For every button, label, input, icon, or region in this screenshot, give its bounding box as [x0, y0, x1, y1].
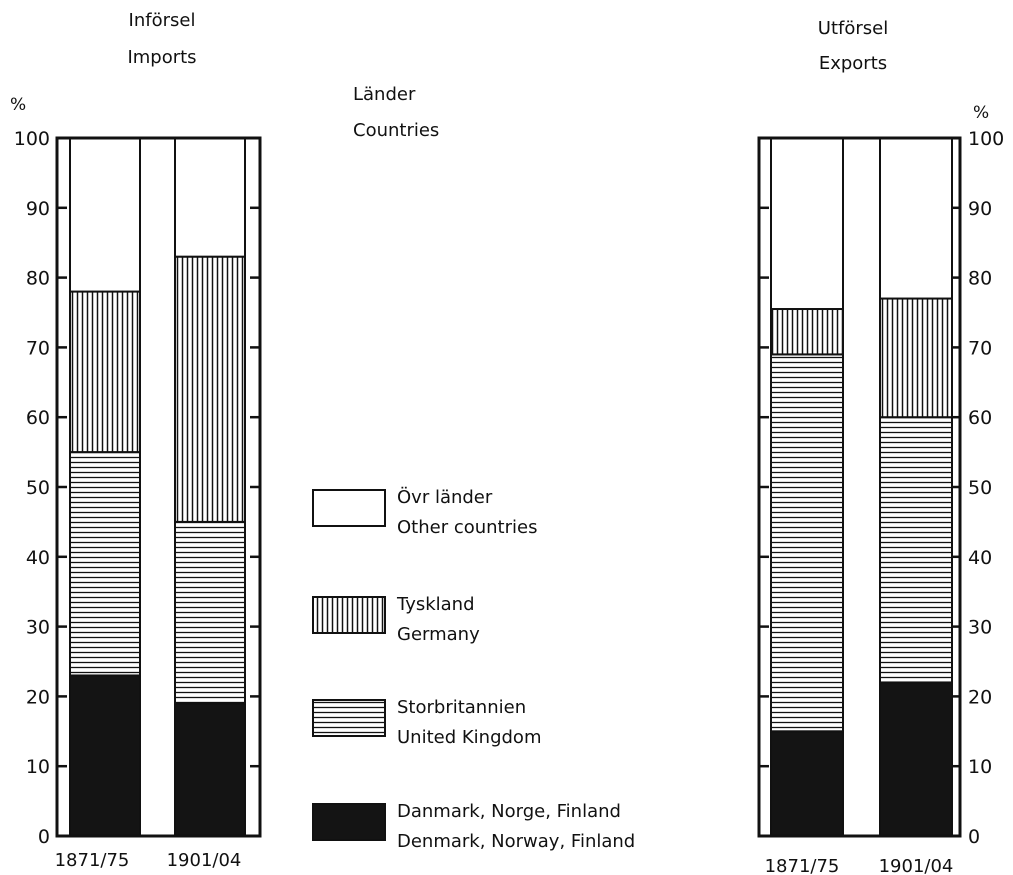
imports-category-label: 1871/75: [55, 850, 130, 871]
legend-label-germany-sv: Tyskland: [396, 594, 475, 615]
exports-bar-germany-2: [879, 297, 953, 419]
imports-title: Införsel: [129, 10, 196, 31]
imports-bar-germany-2: [174, 255, 246, 523]
exports-frame: [757, 136, 962, 838]
exports-y-ticks: 0 10 20 30 40 50 60 70 80 90 100: [759, 128, 1004, 848]
imports-y-ticks: 0 10 20 30 40 50 60 70 80 90 100: [14, 128, 260, 848]
imports-category-labels: 1871/75 1901/04: [55, 850, 242, 871]
imports-frame: [55, 136, 262, 838]
imports-bar-nordic-2: [174, 702, 246, 837]
exports-tick-label: 10: [968, 756, 992, 778]
imports-bar-germany-1: [69, 290, 141, 454]
imports-bar-uk-1: [69, 451, 141, 677]
legend-label-nordic-sv: Danmark, Norge, Finland: [397, 801, 621, 822]
countries-sv: Länder: [353, 84, 416, 105]
imports-bars: [69, 137, 246, 838]
exports-tick-label: 100: [968, 128, 1004, 150]
legend-swatch-uk: [312, 699, 386, 737]
exports-subtitle: Exports: [819, 53, 887, 74]
legend-swatch-other: [312, 489, 386, 527]
imports-subtitle: Imports: [127, 47, 196, 68]
countries-en: Countries: [353, 120, 439, 141]
imports-tick-label: 10: [26, 756, 50, 778]
exports-bars: [770, 137, 953, 837]
imports-tick-label: 60: [26, 407, 50, 429]
exports-tick-label: 60: [968, 407, 992, 429]
legend-swatch-germany: [312, 596, 386, 634]
imports-chart: Införsel Imports % 0 10 20 30 40 50 60 70 80 90 10…: [10, 10, 262, 871]
legend-label-uk-sv: Storbritannien: [397, 697, 526, 718]
legend: Övr länder Other countries Tyskland Germany…: [312, 486, 635, 852]
exports-tick-label: 90: [968, 198, 992, 220]
exports-category-labels: 1871/75 1901/04: [765, 856, 954, 875]
exports-bar-nordic-2: [879, 681, 953, 837]
imports-tick-label: 100: [14, 128, 50, 150]
imports-bar-other-2: [174, 137, 246, 258]
exports-tick-label: 20: [968, 686, 992, 708]
exports-category-label: 1871/75: [765, 856, 840, 875]
imports-tick-label: 70: [26, 337, 50, 359]
imports-tick-label: 20: [26, 686, 50, 708]
exports-tick-label: 30: [968, 617, 992, 639]
exports-tick-label: 50: [968, 477, 992, 499]
imports-tick-label: 30: [26, 617, 50, 639]
legend-label-nordic-en: Denmark, Norway, Finland: [397, 831, 635, 852]
imports-bar-uk-2: [174, 520, 246, 705]
imports-tick-label: 80: [26, 268, 50, 290]
legend-label-other-sv: Övr länder: [397, 486, 493, 508]
legend-swatch-nordic: [312, 803, 386, 841]
exports-bar-other-1: [770, 137, 844, 311]
exports-chart: Utförsel Exports % 0 10 20 30 40 50 60 70 80 90 10…: [757, 18, 1004, 875]
exports-bar-germany-1: [770, 308, 844, 356]
exports-bar-uk-2: [879, 416, 953, 684]
exports-tick-label: 0: [968, 826, 980, 848]
imports-category-label: 1901/04: [167, 850, 242, 871]
exports-tick-label: 80: [968, 268, 992, 290]
legend-label-uk-en: United Kingdom: [397, 727, 541, 748]
legend-label-other-en: Other countries: [397, 517, 537, 538]
imports-bar-nordic-1: [69, 674, 141, 838]
exports-y-unit: %: [973, 103, 989, 123]
exports-bar-uk-1: [770, 353, 844, 733]
imports-tick-label: 50: [26, 477, 50, 499]
exports-tick-label: 40: [968, 547, 992, 569]
imports-tick-label: 90: [26, 198, 50, 220]
legend-label-germany-en: Germany: [397, 624, 480, 645]
exports-tick-label: 70: [968, 337, 992, 359]
imports-y-unit: %: [10, 95, 26, 115]
imports-tick-label: 40: [26, 547, 50, 569]
exports-category-label: 1901/04: [879, 856, 954, 875]
imports-bar-other-1: [69, 137, 141, 293]
exports-bar-nordic-1: [770, 730, 844, 837]
imports-tick-label: 0: [38, 826, 50, 848]
exports-title: Utförsel: [818, 18, 888, 39]
exports-bar-other-2: [879, 137, 953, 300]
